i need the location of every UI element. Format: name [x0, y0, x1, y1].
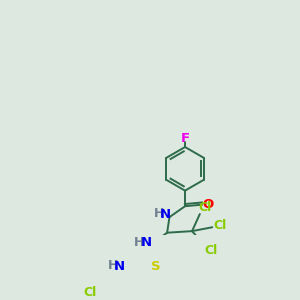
Text: H: H — [107, 259, 118, 272]
Text: S: S — [152, 260, 161, 273]
Text: Cl: Cl — [199, 201, 212, 214]
Text: Cl: Cl — [204, 244, 218, 257]
Text: F: F — [181, 132, 190, 145]
Text: N: N — [114, 260, 125, 273]
Text: Cl: Cl — [83, 286, 96, 299]
Text: Cl: Cl — [214, 219, 227, 232]
Text: N: N — [140, 236, 152, 249]
Text: H: H — [134, 236, 144, 248]
Text: O: O — [203, 198, 214, 211]
Text: H: H — [153, 208, 164, 220]
Text: N: N — [160, 208, 171, 221]
